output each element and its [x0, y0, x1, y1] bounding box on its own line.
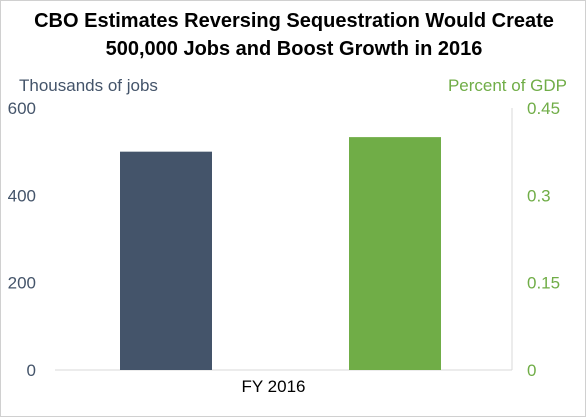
- chart-title-line-2: 500,000 Jobs and Boost Growth in 2016: [105, 38, 483, 60]
- left-tick-label: 400: [8, 186, 36, 205]
- left-tick-label: 600: [8, 99, 36, 118]
- bar-percent-of-gdp: [349, 137, 441, 370]
- right-axis-ticks: 0 0.15 0.3 0.45: [527, 99, 560, 380]
- left-tick-label: 200: [8, 274, 36, 293]
- right-tick-label: 0.3: [527, 186, 551, 205]
- x-tick-label: FY 2016: [242, 377, 306, 396]
- left-axis-title: Thousands of jobs: [19, 76, 158, 95]
- chart-title-line-1: CBO Estimates Reversing Sequestration Wo…: [34, 10, 554, 32]
- x-axis-labels: FY 2016: [242, 377, 306, 396]
- right-tick-label: 0.45: [527, 99, 560, 118]
- left-tick-label: 0: [27, 361, 36, 380]
- chart-title: CBO Estimates Reversing Sequestration Wo…: [1, 7, 586, 63]
- bar-thousands-of-jobs: [120, 151, 212, 370]
- left-axis-ticks: 0 200 400 600: [8, 99, 36, 380]
- right-tick-label: 0.15: [527, 274, 560, 293]
- right-tick-label: 0: [527, 361, 536, 380]
- right-axis-title: Percent of GDP: [447, 76, 567, 95]
- chart-bars: [120, 137, 441, 370]
